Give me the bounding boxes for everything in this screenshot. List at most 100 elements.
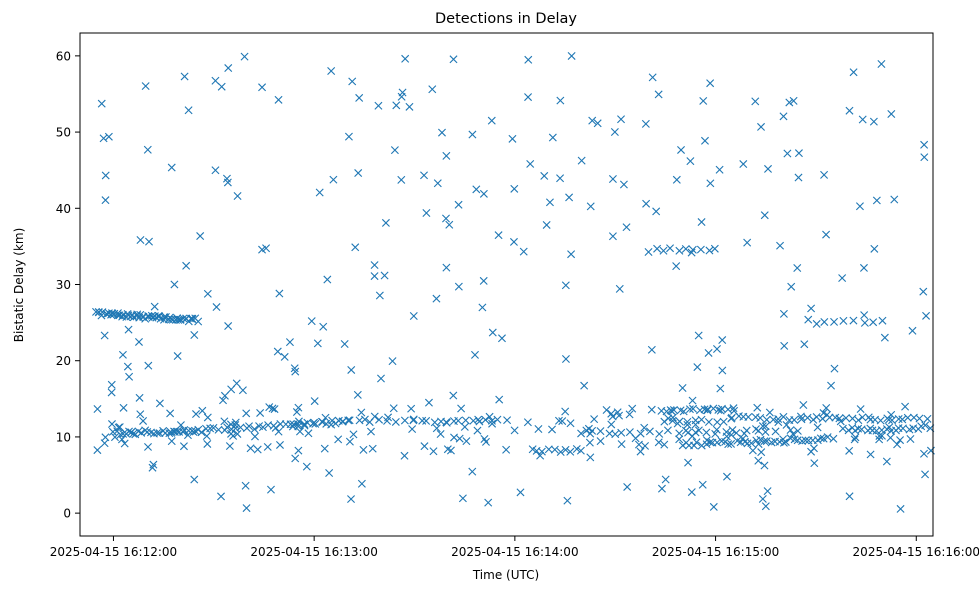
data-point [104, 132, 113, 141]
data-point [241, 481, 250, 490]
data-point [585, 438, 594, 447]
data-point [107, 420, 116, 429]
data-point [659, 246, 668, 255]
data-point [495, 395, 504, 404]
data-point [608, 412, 617, 421]
data-point [100, 331, 109, 340]
data-point [315, 188, 324, 197]
data-point [479, 189, 488, 198]
data-point [139, 416, 148, 425]
data-point [884, 415, 893, 424]
data-point [887, 110, 896, 118]
data-point [542, 220, 551, 229]
data-point [829, 434, 838, 443]
data-point [233, 192, 242, 200]
data-point [845, 446, 854, 455]
data-point [615, 284, 624, 293]
data-point [461, 416, 470, 425]
data-point [292, 408, 301, 417]
data-point [392, 101, 401, 110]
data-point [577, 156, 586, 165]
data-point [640, 423, 649, 432]
data-point [474, 415, 483, 424]
x-tick-label: 2025-04-15 16:14:00 [451, 545, 578, 559]
data-point [718, 336, 727, 345]
data-point [384, 413, 393, 422]
data-point [716, 406, 725, 415]
data-point [922, 311, 931, 320]
data-point [679, 407, 688, 416]
data-point [851, 433, 860, 442]
data-point [859, 263, 868, 272]
data-point [704, 348, 713, 357]
data-point [479, 276, 488, 285]
data-point [675, 246, 684, 255]
data-point [437, 128, 446, 137]
data-point [170, 427, 179, 436]
data-point [762, 437, 771, 446]
y-axis: 0 10 20 30 40 50 60 [56, 49, 80, 521]
data-point [844, 426, 853, 435]
data-point [502, 445, 511, 454]
data-point [429, 447, 438, 456]
data-point [921, 421, 930, 430]
data-point [509, 237, 518, 246]
data-point [611, 430, 620, 439]
data-point [526, 159, 535, 168]
y-tick-label: 20 [56, 354, 71, 368]
data-point [715, 165, 724, 174]
data-point [167, 163, 176, 172]
data-point [212, 303, 221, 312]
data-point [738, 434, 747, 443]
data-point [807, 304, 816, 313]
data-point [294, 403, 303, 412]
data-point [761, 422, 770, 431]
data-point [354, 169, 363, 178]
data-point [550, 445, 559, 454]
data-point [400, 451, 409, 460]
data-point [858, 413, 867, 422]
data-point [793, 264, 802, 272]
data-point [318, 418, 327, 426]
data-point [757, 448, 766, 457]
data-point [822, 403, 831, 412]
data-point [724, 440, 733, 449]
data-point [144, 442, 152, 451]
data-point [401, 54, 410, 63]
data-point [485, 412, 494, 421]
data-point [166, 427, 175, 436]
y-tick-label: 0 [63, 507, 71, 521]
x-tick-label: 2025-04-15 16:16:00 [853, 545, 979, 559]
data-point [313, 339, 322, 348]
data-point [762, 415, 771, 424]
data-point [231, 424, 240, 433]
y-tick-label: 60 [56, 49, 71, 63]
data-point [220, 417, 229, 426]
data-point [754, 456, 763, 465]
data-point [869, 117, 878, 126]
data-point [820, 170, 829, 179]
data-point [428, 85, 437, 94]
data-point [869, 318, 878, 327]
data-point [819, 409, 828, 418]
data-point [712, 425, 721, 434]
data-point [663, 426, 672, 435]
data-point [285, 338, 294, 347]
data-point [919, 287, 928, 296]
data-point [273, 347, 282, 356]
data-point [880, 333, 889, 342]
data-point [849, 68, 858, 77]
data-point [345, 416, 354, 425]
data-point [688, 396, 697, 405]
data-point [813, 423, 822, 432]
data-point [291, 454, 300, 463]
data-point [901, 402, 910, 411]
data-point [697, 415, 706, 424]
data-point [673, 419, 682, 428]
data-point [857, 425, 866, 434]
y-axis-label: Bistatic Delay (km) [12, 228, 26, 343]
data-point [173, 352, 182, 361]
data-point [397, 175, 406, 184]
data-point [727, 413, 736, 422]
